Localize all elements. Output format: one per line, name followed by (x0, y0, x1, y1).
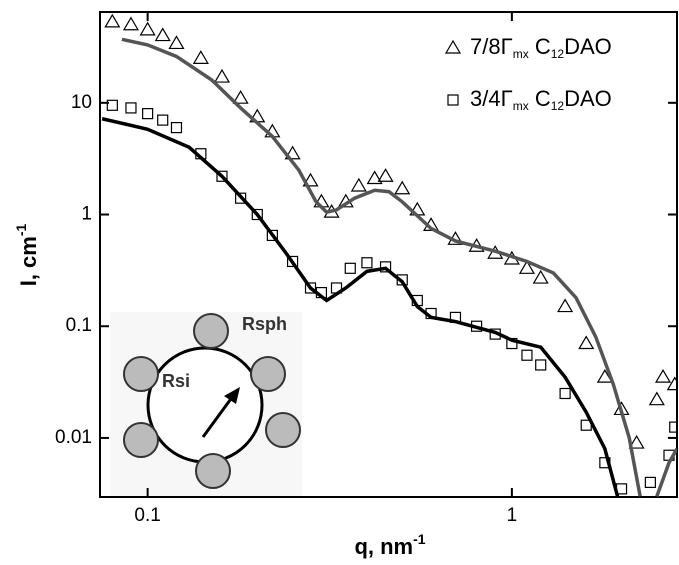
micelle (195, 453, 231, 489)
inset: Rsph Rsi (110, 312, 302, 497)
text-part: 12 (551, 47, 565, 61)
text-part: 12 (551, 99, 565, 113)
triangle-marker (394, 180, 411, 195)
square-marker (142, 108, 154, 120)
square-marker (535, 359, 547, 371)
triangle-marker (628, 434, 645, 449)
triangle-marker (104, 13, 121, 28)
text-part: mx (513, 99, 529, 113)
text-part: DAO (564, 34, 612, 59)
micelle (123, 422, 159, 458)
triangle-marker (350, 177, 367, 192)
micelle (250, 356, 286, 392)
triangle-marker (168, 35, 185, 50)
triangle-marker (302, 172, 319, 187)
text-part: 7/8Γ (470, 34, 513, 59)
x-tick-label: 1 (507, 505, 518, 526)
text-part: q, nm (354, 534, 413, 559)
legend-label: 7/8Γmx C12DAO (470, 34, 612, 61)
square-marker (235, 192, 247, 204)
triangle-marker (139, 21, 156, 36)
text-part: I, cm (16, 236, 41, 286)
triangle-marker (232, 89, 249, 104)
y-tick-label: 10 (71, 92, 92, 113)
y-tick-label: 0.1 (66, 315, 92, 336)
inset-label: Rsph (242, 314, 287, 334)
micelles (123, 313, 301, 489)
plot-area (101, 13, 677, 497)
square-marker (644, 476, 656, 488)
micelle (123, 356, 159, 392)
plot-frame (99, 11, 678, 498)
text-part: C (529, 86, 551, 111)
x-tick-label: 0.1 (134, 505, 160, 526)
square-marker (216, 170, 228, 182)
y-tick-label: 0.01 (55, 427, 92, 448)
arrow-head (224, 387, 240, 404)
triangle-marker (192, 50, 209, 64)
text-part: C (529, 34, 551, 59)
square-marker (304, 282, 317, 294)
text-part: -1 (413, 531, 426, 547)
triangle-marker (377, 168, 394, 182)
triangle-marker (654, 368, 672, 383)
square-marker (559, 387, 571, 400)
triangle-marker (284, 145, 301, 160)
square-marker (669, 421, 677, 433)
triangle-marker (444, 39, 462, 54)
square-marker (266, 229, 278, 242)
fit-line (101, 117, 620, 497)
micelle (193, 313, 229, 349)
y-axis-title: I, cm-1 (13, 223, 41, 286)
text-part: DAO (564, 86, 612, 111)
micelle (265, 412, 301, 448)
square-marker (251, 208, 263, 221)
x-axis-title: q, nm-1 (354, 531, 425, 559)
inset-label: Rsi (162, 371, 190, 391)
triangle-marker (154, 27, 171, 42)
fit-line (121, 37, 677, 497)
square-marker (361, 257, 373, 269)
triangle-marker (532, 269, 549, 284)
y-tick-label: 1 (81, 204, 92, 225)
triangle-marker (518, 260, 536, 274)
triangle-marker (578, 335, 595, 350)
text-part: mx (513, 47, 529, 61)
triangle-marker (648, 391, 665, 406)
square-marker (521, 349, 533, 361)
triangle-marker (366, 170, 383, 185)
square-marker (379, 261, 392, 273)
radius-arrow (201, 395, 235, 438)
square-marker (106, 99, 118, 111)
triangle-marker (213, 68, 231, 83)
triangle-marker (666, 376, 677, 391)
triangle-marker (122, 16, 140, 31)
legend-label: 3/4Γmx C12DAO (470, 86, 612, 113)
square-marker (447, 94, 459, 106)
square-marker (125, 102, 137, 114)
triangle-marker (596, 368, 613, 383)
square-marker (286, 255, 299, 268)
square-marker (157, 114, 169, 126)
silica-sphere (146, 346, 264, 464)
triangle-marker (557, 298, 574, 313)
square-marker (170, 121, 183, 134)
square-marker (344, 262, 356, 274)
text-part: 3/4Γ (470, 86, 513, 111)
text-part: -1 (13, 223, 29, 236)
